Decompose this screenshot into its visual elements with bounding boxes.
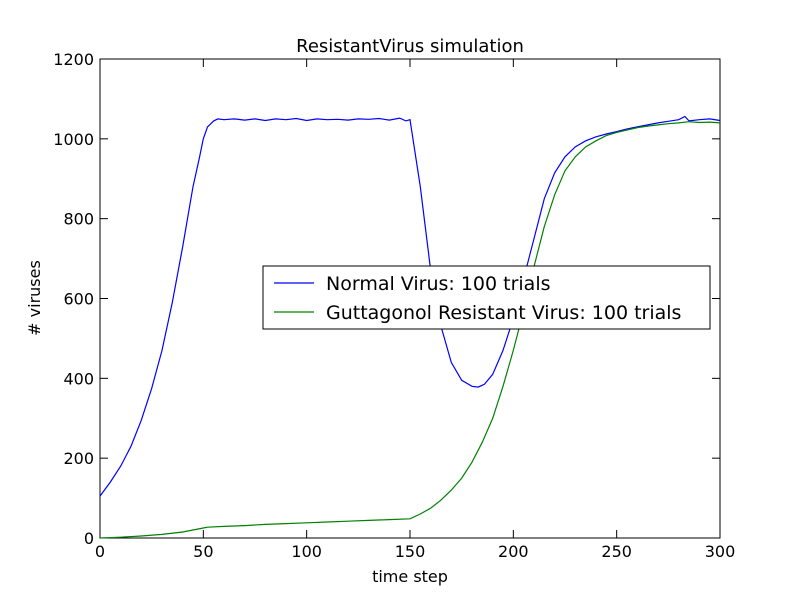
chart-title: ResistantVirus simulation [296,36,524,57]
x-tick-label: 50 [193,542,213,561]
x-axis-label: time step [372,567,448,586]
x-tick-label: 300 [705,542,736,561]
y-tick-label: 200 [63,449,94,468]
x-tick-label: 200 [498,542,529,561]
legend-label-normal-virus: Normal Virus: 100 trials [326,273,551,295]
y-tick-label: 800 [63,210,94,229]
y-tick-label: 1200 [53,50,94,69]
legend-box [262,265,711,330]
x-tick-label: 100 [291,542,322,561]
legend-label-resistant-virus: Guttagonol Resistant Virus: 100 trials [326,302,681,324]
series-line-normal-virus [99,115,721,497]
series-lines [99,115,721,539]
x-tick-label: 150 [395,542,426,561]
axis-ticks: 0 50 100 150 200 250 300 0 200 400 600 800 1000 1200 [53,50,735,561]
y-tick-label: 600 [63,290,94,309]
y-axis-label: # viruses [25,260,44,336]
y-tick-label: 1000 [53,130,94,149]
series-line-resistant-virus [99,121,721,539]
legend: Normal Virus: 100 trials Guttagonol Resi… [262,265,711,330]
y-tick-label: 400 [63,369,94,388]
y-tick-label: 0 [84,529,94,548]
x-tick-label: 0 [95,542,105,561]
x-tick-label: 250 [601,542,632,561]
